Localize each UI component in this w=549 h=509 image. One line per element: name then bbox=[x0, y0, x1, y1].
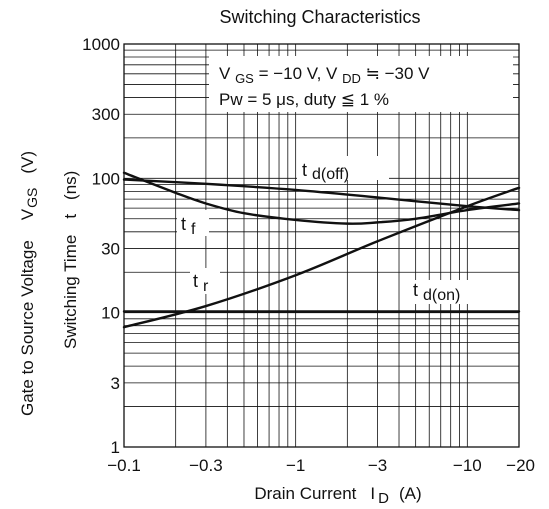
y-tick-label: 1 bbox=[111, 438, 120, 457]
x-axis-label: Drain Current I D (A) bbox=[254, 484, 421, 507]
y-tick-label: 1000 bbox=[82, 35, 120, 54]
series-tf bbox=[122, 171, 521, 225]
conditions-box bbox=[209, 56, 513, 112]
label-td-off: t d(off) bbox=[297, 156, 389, 183]
chart-title: Switching Characteristics bbox=[219, 7, 420, 27]
conditions-line1: V GS = −10 V, V DD ≒ −30 V bbox=[219, 64, 430, 86]
y-tick-label: 300 bbox=[92, 105, 120, 124]
svg-text:td(off): t d(off) bbox=[302, 160, 349, 183]
svg-text:td(on): t d(on) bbox=[413, 280, 460, 304]
x-tick-labels: −0.1 −0.3 −1 −3 −10 −20 bbox=[107, 456, 535, 475]
y-tick-label: 10 bbox=[101, 304, 120, 323]
y-tick-labels: 1 3 10 30 100 300 1000 bbox=[82, 35, 120, 457]
plot-frame bbox=[123, 43, 520, 448]
x-tick-label: −3 bbox=[368, 456, 387, 475]
x-tick-label: −20 bbox=[506, 456, 535, 475]
x-tick-label: −10 bbox=[453, 456, 482, 475]
y-axis-label-outer: Gate to Source VoltageVGS(V) bbox=[18, 151, 40, 416]
y-axis-label-inner: Switching Timet(ns) bbox=[61, 171, 80, 349]
x-tick-label: −0.1 bbox=[107, 456, 141, 475]
conditions-line2: Pw = 5 μs, duty ≦ 1 % bbox=[219, 90, 389, 109]
svg-text:tr: tr bbox=[193, 271, 209, 295]
label-td-on: t d(on) bbox=[410, 280, 485, 304]
y-tick-label: 30 bbox=[101, 240, 120, 259]
y-tick-label: 100 bbox=[92, 169, 120, 188]
y-tick-label: 3 bbox=[111, 374, 120, 393]
series-layer bbox=[122, 171, 521, 329]
series-tr bbox=[122, 186, 521, 329]
x-tick-label: −1 bbox=[286, 456, 305, 475]
x-tick-label: −0.3 bbox=[189, 456, 223, 475]
svg-text:tf: tf bbox=[181, 214, 196, 238]
